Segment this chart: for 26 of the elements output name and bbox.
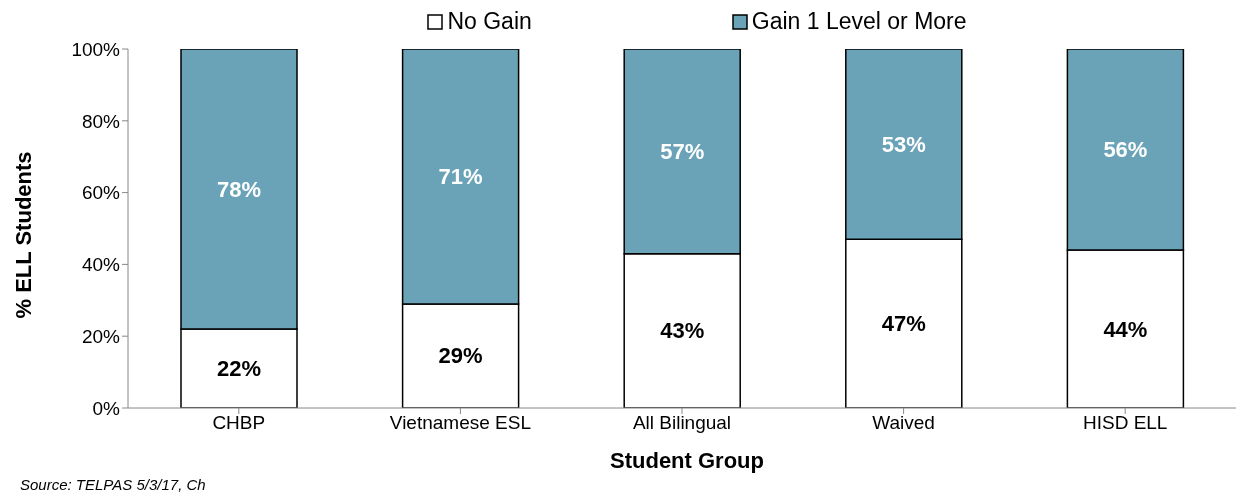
x-tick-label: All Bilingual xyxy=(632,412,732,434)
data-label: 71% xyxy=(438,163,483,189)
y-tick-label: 80% xyxy=(81,110,121,132)
y-tick-label: 20% xyxy=(81,325,121,347)
y-tick-label: 100% xyxy=(71,38,121,60)
data-label: 47% xyxy=(881,311,926,337)
y-tick-label: 0% xyxy=(92,397,121,419)
legend-label: Gain 1 Level or More xyxy=(751,8,967,35)
source-note: Source: TELPAS 5/3/17, Ch xyxy=(20,476,206,493)
data-label: 53% xyxy=(881,131,926,157)
y-tick-label: 60% xyxy=(81,182,121,204)
data-label: 78% xyxy=(216,176,262,202)
data-label: 43% xyxy=(660,318,705,344)
x-tick-label: Vietnamese ESL xyxy=(389,412,531,434)
y-tick-label: 40% xyxy=(81,254,121,276)
x-tick-label: Waived xyxy=(872,412,935,434)
x-tick-label: CHBP xyxy=(212,412,266,434)
data-label: 29% xyxy=(438,343,483,369)
y-axis-title: % ELL Students xyxy=(10,151,36,319)
legend-label: No Gain xyxy=(447,8,532,35)
data-label: 44% xyxy=(1103,316,1148,342)
data-label: 57% xyxy=(660,138,705,164)
x-axis-title: Student Group xyxy=(609,448,765,474)
data-label: 56% xyxy=(1103,137,1148,163)
x-tick-label: HISD ELL xyxy=(1082,412,1168,434)
data-label: 22% xyxy=(216,356,262,382)
